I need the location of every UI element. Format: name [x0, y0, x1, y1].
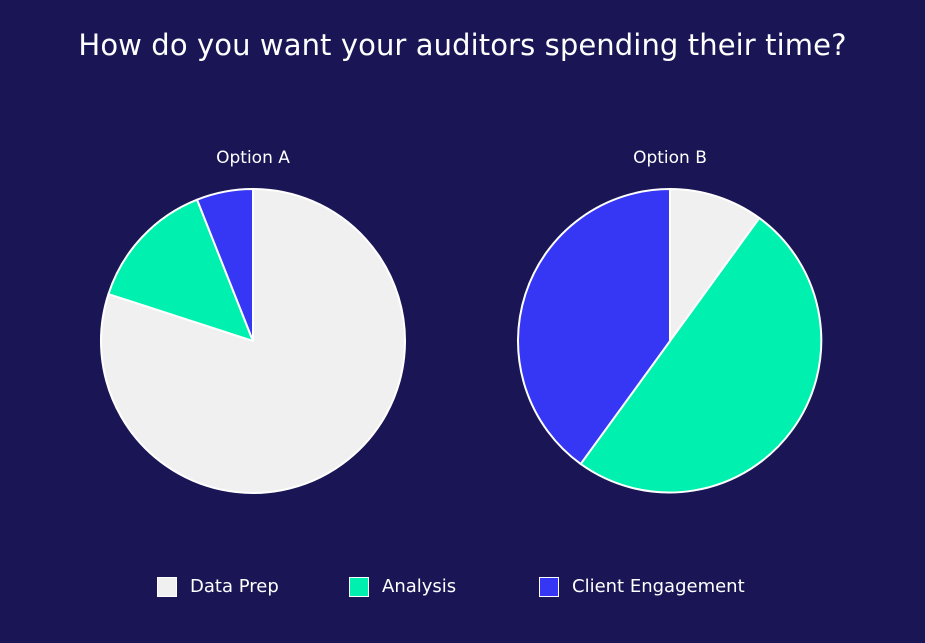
legend-item-analysis: Analysis: [349, 576, 456, 597]
legend: Data Prep Analysis Client Engagement: [0, 576, 925, 602]
page-title: How do you want your auditors spending t…: [78, 28, 847, 62]
pie-slice-a-client-engagement: [196, 188, 254, 342]
pie-slice-b-data-prep: [669, 188, 761, 342]
chart-title-option-b: Option B: [633, 148, 707, 168]
legend-item-client-engagement: Client Engagement: [539, 576, 745, 597]
pie-slice-b-client-engagement: [517, 188, 671, 465]
legend-label-client-engagement: Client Engagement: [572, 576, 745, 597]
legend-label-analysis: Analysis: [382, 576, 457, 597]
legend-swatch-analysis: [349, 576, 369, 597]
pie-slice-a-analysis: [107, 198, 254, 342]
pie-slice-b-analysis: [579, 217, 823, 494]
pie-chart-option-b: [517, 188, 823, 494]
legend-label-data-prep: Data Prep: [190, 576, 279, 597]
chart-title-option-a: Option A: [216, 148, 290, 168]
legend-swatch-client-engagement: [539, 576, 559, 597]
pie-chart-option-a: [100, 188, 406, 494]
legend-swatch-data-prep: [157, 576, 177, 597]
legend-item-data-prep: Data Prep: [157, 576, 279, 597]
